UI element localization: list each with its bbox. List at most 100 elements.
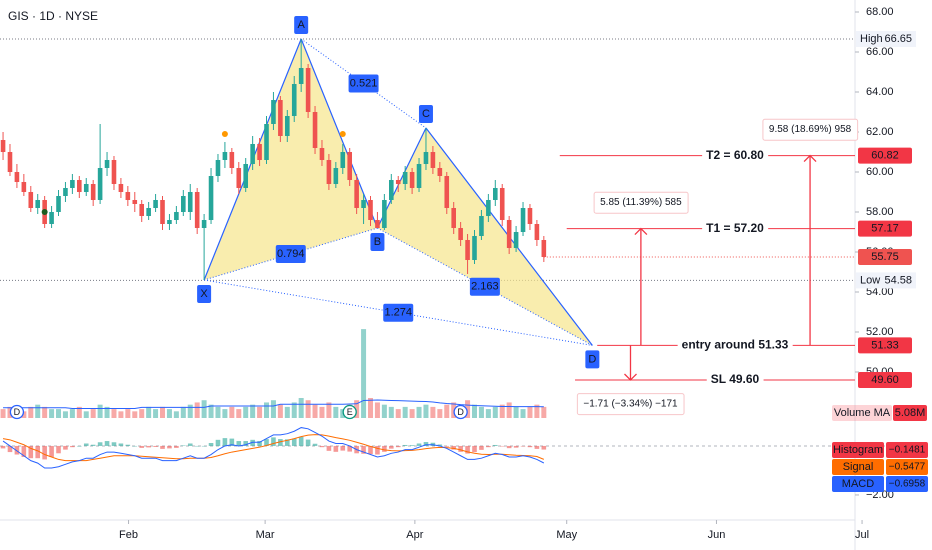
volume-bar [499,404,505,418]
candle-body [118,184,124,192]
macd-histogram-bar [208,443,214,446]
chart-title: GIS · 1D · NYSE [8,9,98,23]
volume-bar [534,404,540,418]
candle-body [285,116,290,136]
pattern-point-label: X [200,288,208,300]
price-tag [858,147,912,164]
volume-bar [465,400,471,418]
y-tick-label: 64.00 [866,86,894,98]
volume-bar [166,409,172,418]
candle-body [416,164,422,188]
candle-body [181,196,186,212]
macd-histogram-bar [63,445,68,450]
candle-body [0,140,6,152]
macd-line [2,427,545,469]
macd-histogram-bar [201,445,207,447]
candle-body [14,172,20,182]
volume-bar [125,409,131,418]
volume-bar [381,404,387,418]
event-label: D [457,407,464,417]
volume-bar [208,404,214,418]
x-tick-label: Mar [256,529,275,541]
y-tick-label: 52.00 [866,326,894,338]
volume-bar [62,411,68,418]
volume-bar [194,402,200,418]
move-arrowhead [634,227,648,236]
x-tick-label: Jun [708,529,726,541]
candle-body [312,112,318,148]
macd-histogram-bar [513,445,519,448]
volume-bar [312,404,318,418]
candle-body [382,200,387,228]
volume-bar [0,409,6,418]
macd-histogram-bar [7,445,13,453]
candle-body [486,200,491,216]
level-label: T2 = 60.80 [706,148,764,162]
volume-bar [111,409,117,418]
signal-dot [41,209,48,215]
volume-bar [492,406,498,418]
macd-histogram-bar [21,445,27,457]
move-label: −1.71 (−3.34%) −171 [583,399,678,410]
pattern-point-label: A [298,19,306,31]
signal-dot [339,131,346,137]
move-label: 9.58 (18.69%) 958 [769,124,852,135]
volume-bar [430,406,436,418]
move-label-bg [593,191,689,214]
volume-bar [485,409,491,418]
volume-bar [180,406,186,418]
volume-bar [402,406,408,418]
macd-legend-value-bg [886,476,928,492]
candle-body [56,196,61,212]
macd-histogram-bar [375,445,380,455]
macd-histogram-bar [319,445,325,448]
candle-body [326,160,332,184]
candle-body [160,200,165,224]
macd-histogram-bar [382,445,387,452]
macd-histogram-bar [111,442,117,446]
candle-body [534,224,540,240]
volume-bar [513,406,519,418]
candle-body [257,144,262,160]
candle-body [90,184,96,200]
candle-body [340,152,346,168]
candle-body [83,184,89,192]
macd-legend-value-bg [886,442,928,458]
macd-legend-name: Histogram [833,444,883,456]
volume-ma-value: 5.08M [895,407,926,419]
macd-histogram-bar [472,445,477,453]
macd-histogram-bar [506,445,512,449]
candle-body [236,168,242,188]
macd-legend-value-bg [886,459,928,475]
volume-bar [215,406,221,418]
ratio-box [275,245,306,263]
volume-bar [298,398,304,418]
volume-bar [541,406,547,418]
candle-body [527,208,533,224]
macd-histogram-bar [278,439,283,446]
candle-body [492,188,498,200]
price-tag [858,337,912,354]
move-arrowhead [803,154,817,163]
event-label: E [347,407,353,417]
volume-bar [90,409,96,418]
high-tag-value: 66.65 [884,33,912,45]
price-tag-label: 57.17 [871,223,899,235]
candle-body [409,172,415,188]
price-tag-label: 51.33 [871,339,899,351]
macd-histogram-bar [222,438,228,446]
volume-bar [146,406,152,418]
macd-histogram-bar [104,441,110,446]
pattern-fill [204,39,378,280]
high-tag-bg [856,31,916,47]
volume-bar [69,409,75,418]
macd-histogram-bar [146,445,151,448]
candle-body [499,188,505,220]
ratio-label: 0.521 [350,77,378,89]
pattern-fill [377,128,593,346]
candle-body [132,200,138,204]
macd-histogram-bar [90,444,96,446]
candle-body [430,152,436,168]
volume-bar [291,402,297,418]
